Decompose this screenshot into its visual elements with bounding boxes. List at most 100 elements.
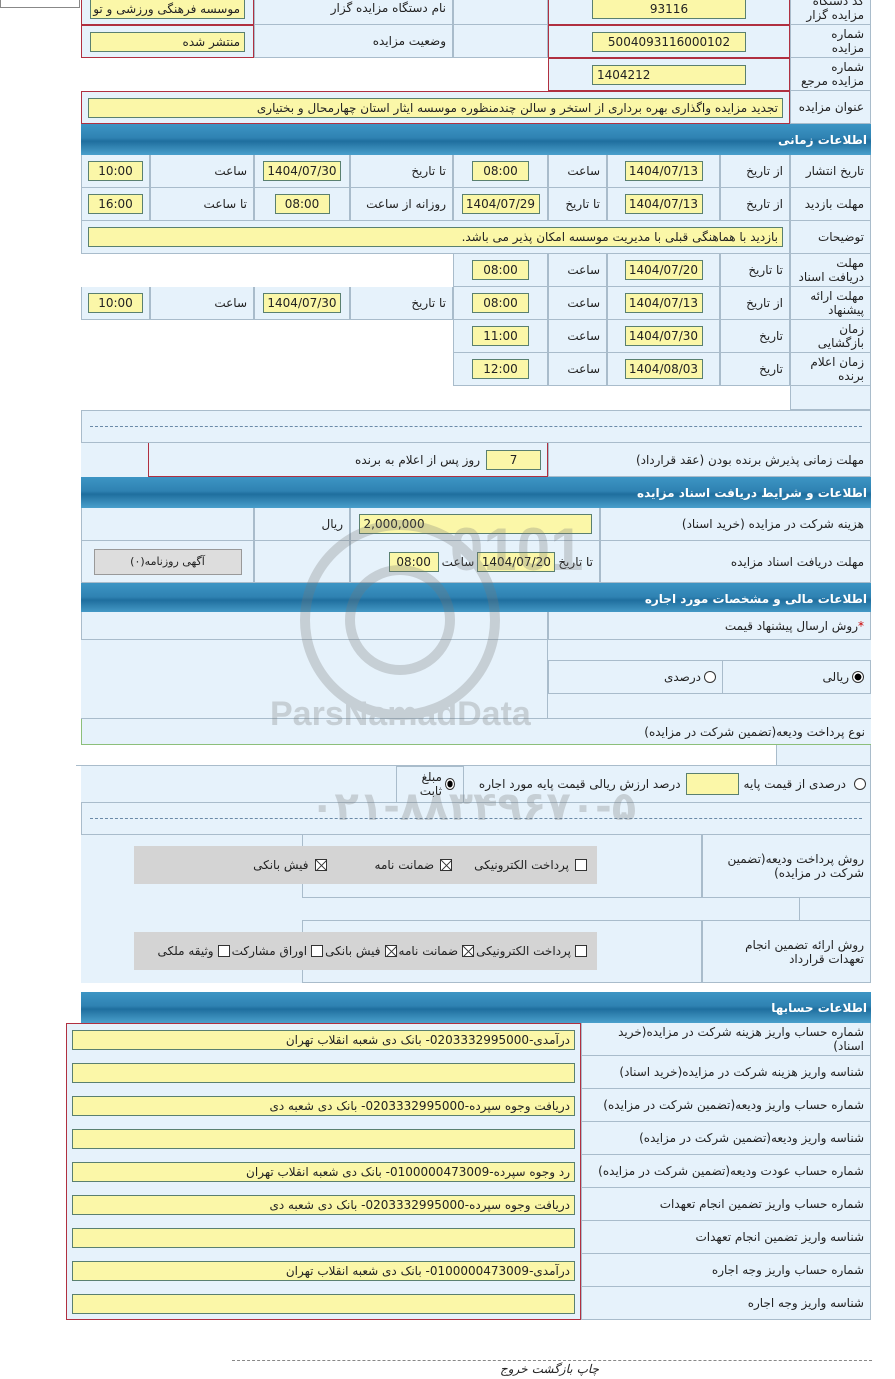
exit-link[interactable]: خروج xyxy=(500,1362,528,1376)
spacer xyxy=(81,386,871,410)
divider xyxy=(81,410,871,443)
radio-icon[interactable] xyxy=(704,671,716,683)
row-opening: زمان بازگشایی تاریخ 1404/07/30 ساعت 11:0… xyxy=(81,320,871,353)
section-accounts: اطلاعات حسابها xyxy=(81,992,871,1023)
back-link[interactable]: بازگشت xyxy=(531,1362,573,1376)
row-desc: توضیحات بازدید با هماهنگی قبلی با مدیریت… xyxy=(81,221,871,254)
account-row: شناسه واریز وجه اجاره xyxy=(66,1287,871,1320)
fee-field[interactable]: 2,000,000 xyxy=(358,514,592,534)
row-offer: مهلت ارائه پیشنهاد از تاریخ 1404/07/13 س… xyxy=(81,287,871,320)
row-acceptance: مهلت زمانی پذیرش برنده بودن (عقد قرارداد… xyxy=(81,443,871,477)
section-finance: اطلاعات مالی و مشخصات مورد اجاره xyxy=(81,583,871,614)
footer-links: چاپ بازگشت خروج xyxy=(500,1362,599,1376)
account-field[interactable] xyxy=(72,1227,575,1248)
label: تا تاریخ xyxy=(350,155,453,188)
section-time: اطلاعات زمانی xyxy=(81,124,871,155)
account-label: شماره حساب واریز وجه اجاره xyxy=(581,1254,871,1287)
radio-rial[interactable]: ریالی xyxy=(722,661,870,693)
docs-date[interactable]: 1404/07/20 xyxy=(624,260,703,280)
row-guarantee-method: روش ارائه تضمین انجام تعهدات قرارداد پرد… xyxy=(81,920,871,983)
visit-from-date[interactable]: 1404/07/13 xyxy=(624,194,703,214)
publish-from-time[interactable]: 08:00 xyxy=(472,161,529,181)
label: ریال xyxy=(254,508,350,541)
radio-fixed[interactable] xyxy=(444,778,455,790)
label: زمان بازگشایی xyxy=(790,320,871,353)
docs-deadline-time[interactable]: 08:00 xyxy=(388,551,439,572)
row-deposit-options: درصدی از قیمت پایه درصد ارزش ریالی قیمت … xyxy=(76,745,871,802)
label: تا تاریخ xyxy=(720,254,790,287)
guarantee-method-group: پرداخت الکترونیکی ضمانت نامه فیش بانکی ا… xyxy=(134,932,597,970)
docs-deadline-date[interactable]: 1404/07/20 xyxy=(477,551,556,572)
account-label: شناسه واریز هزینه شرکت در مزایده(خرید اس… xyxy=(581,1056,871,1089)
desc-field[interactable]: بازدید با هماهنگی قبلی با مدیریت موسسه ا… xyxy=(88,227,783,247)
docs-time[interactable]: 08:00 xyxy=(472,260,529,280)
account-field[interactable]: دریافت وجوه سپرده-0203332995000- بانک دی… xyxy=(72,1095,575,1116)
org-name-field[interactable]: موسسه فرهنگی ورزشی و تو xyxy=(90,0,245,19)
offer-from-time[interactable]: 08:00 xyxy=(472,293,529,313)
opening-date[interactable]: 1404/07/30 xyxy=(624,326,703,346)
label: روزانه از ساعت xyxy=(350,188,453,221)
ref-no-field[interactable]: 1404212 xyxy=(592,64,746,85)
publish-to-date[interactable]: 1404/07/30 xyxy=(263,161,341,181)
offer-to-time[interactable]: 10:00 xyxy=(88,293,143,313)
account-label: شناسه واریز ودیعه(تضمین شرکت در مزایده) xyxy=(581,1122,871,1155)
label: عنوان مزایده xyxy=(790,91,871,124)
checkbox-electronic[interactable] xyxy=(575,945,587,957)
newspaper-ad-button[interactable]: آگهی روزنامه(۰) xyxy=(93,548,242,575)
account-label: شناسه واریز وجه اجاره xyxy=(581,1287,871,1320)
row-auction-no: شماره مزایده 5004093116000102 وضعیت مزای… xyxy=(81,25,871,58)
radio-percent[interactable]: درصدی xyxy=(549,661,722,693)
checkbox-bank-receipt[interactable] xyxy=(314,859,327,871)
checkbox-bank-receipt[interactable] xyxy=(384,945,397,957)
checkbox-guarantee[interactable] xyxy=(440,859,453,871)
winner-time[interactable]: 12:00 xyxy=(472,359,529,379)
account-field[interactable]: درآمدی-0203332995000- بانک دی شعبه انقلا… xyxy=(72,1029,575,1050)
account-field[interactable]: رد وجوه سپرده-0100000473009- بانک دی شعب… xyxy=(72,1161,575,1182)
checkbox-electronic[interactable] xyxy=(575,859,587,871)
offer-from-date[interactable]: 1404/07/13 xyxy=(624,293,703,313)
label: ساعت xyxy=(441,554,475,569)
label: شماره مزایده مرجع xyxy=(790,58,871,91)
row-ref-no: شماره مزایده مرجع 1404212 xyxy=(81,58,871,91)
label: مهلت دریافت اسناد مزایده xyxy=(600,541,871,583)
row-docs-deadline: مهلت دریافت اسناد تا تاریخ 1404/07/20 سا… xyxy=(81,254,871,287)
spacer xyxy=(81,983,871,992)
section-docs: اطلاعات و شرایط دریافت اسناد مزایده xyxy=(81,477,871,508)
base-percent-field[interactable] xyxy=(685,772,739,795)
account-label: شماره حساب واریز ودیعه(تضمین شرکت در مزا… xyxy=(581,1089,871,1122)
visit-daily-from[interactable]: 08:00 xyxy=(274,194,330,214)
radio-base-percent[interactable] xyxy=(854,777,866,790)
checkbox-guarantee[interactable] xyxy=(462,945,475,957)
required-mark: * xyxy=(858,618,864,633)
label: شماره مزایده xyxy=(790,25,871,58)
checkbox-property[interactable] xyxy=(217,945,230,957)
account-field[interactable]: درآمدی-0100000473009- بانک دی شعبه انقلا… xyxy=(72,1260,575,1281)
offer-to-date[interactable]: 1404/07/30 xyxy=(263,293,341,313)
label: نوع پرداخت ودیعه(تضمین شرکت در مزایده) xyxy=(81,719,871,744)
label: تا ساعت xyxy=(150,188,254,221)
radio-icon[interactable] xyxy=(852,671,864,683)
print-link[interactable]: چاپ xyxy=(576,1362,599,1376)
account-field[interactable] xyxy=(72,1293,575,1314)
label: مبلغ ثابت xyxy=(419,770,442,798)
auction-no-field[interactable]: 5004093116000102 xyxy=(592,31,746,52)
winner-date[interactable]: 1404/08/03 xyxy=(624,359,703,379)
row-deposit-type: نوع پرداخت ودیعه(تضمین شرکت در مزایده) xyxy=(81,718,871,745)
org-code-field[interactable]: 93116 xyxy=(592,0,746,19)
account-field[interactable]: دریافت وجوه سپرده-0203332995000- بانک دی… xyxy=(72,1194,575,1215)
publish-to-time[interactable]: 10:00 xyxy=(88,161,143,181)
visit-to-time[interactable]: 16:00 xyxy=(88,194,143,214)
row-visit: مهلت بازدید از تاریخ 1404/07/13 تا تاریخ… xyxy=(81,188,871,221)
opening-time[interactable]: 11:00 xyxy=(472,326,529,346)
label: توضیحات xyxy=(790,221,871,254)
checkbox-bonds[interactable] xyxy=(311,945,324,957)
status-field[interactable]: منتشر شده xyxy=(90,31,245,52)
account-field[interactable] xyxy=(72,1062,575,1083)
acceptance-days[interactable]: 7 xyxy=(486,449,541,470)
title-field[interactable]: تجدید مزایده واگذاری بهره برداری از استخ… xyxy=(88,97,783,118)
row-price-method: * روش ارسال پیشنهاد قیمت xyxy=(81,612,871,640)
account-field[interactable] xyxy=(72,1128,575,1149)
visit-to-date[interactable]: 1404/07/29 xyxy=(461,194,540,214)
publish-from-date[interactable]: 1404/07/13 xyxy=(624,161,703,181)
label: از تاریخ xyxy=(720,287,790,320)
